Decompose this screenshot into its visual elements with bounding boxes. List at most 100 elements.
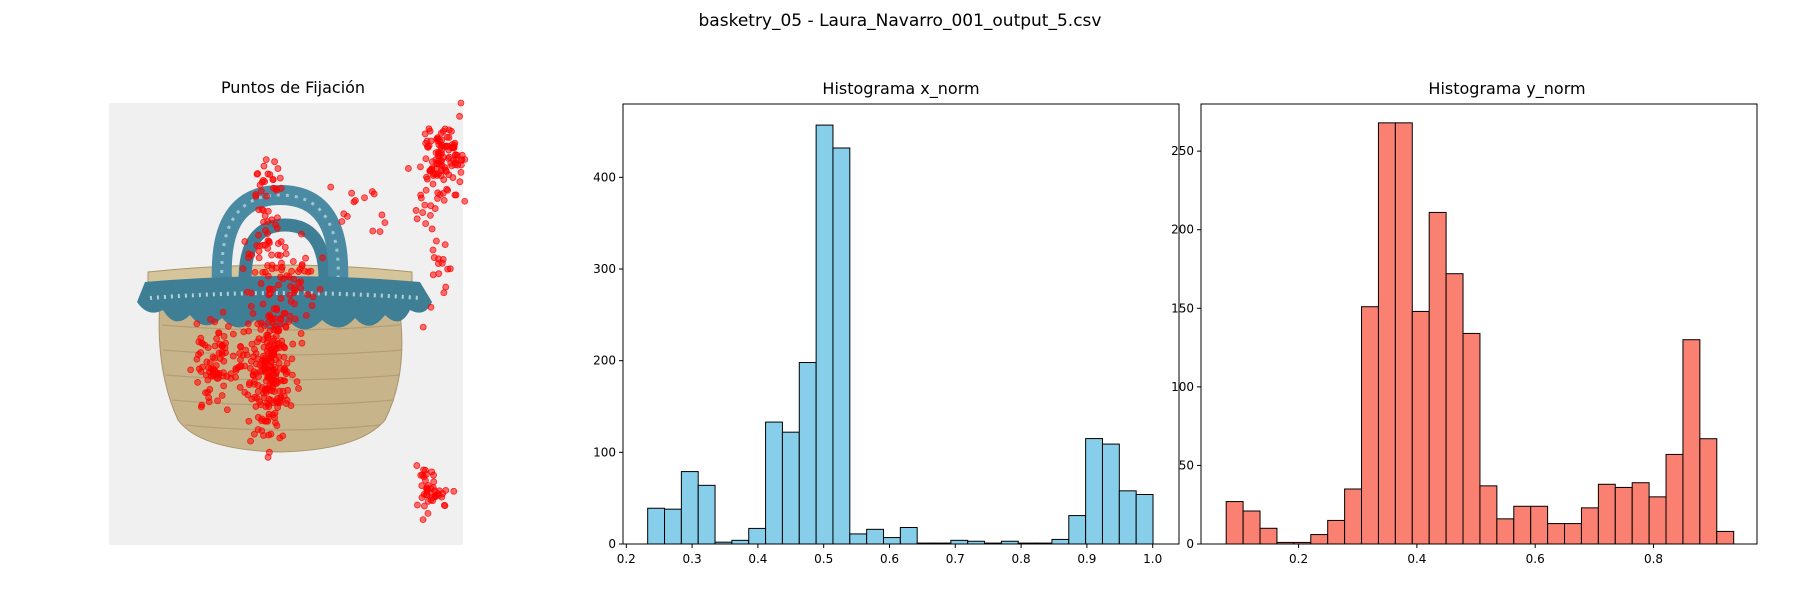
fixation-point: [215, 329, 223, 337]
fixation-point: [281, 243, 289, 251]
fixation-point: [241, 238, 249, 245]
fixation-point: [252, 403, 260, 410]
fixation-point: [319, 254, 326, 262]
fixation-point: [424, 509, 432, 517]
histogram-y-title: Histograma y_norm: [1428, 79, 1585, 99]
histogram-x-bar: [731, 539, 750, 545]
histogram-x-xtick-label: 0.5: [814, 552, 833, 566]
fixation-point: [435, 491, 443, 499]
fixation-point: [276, 174, 284, 182]
fixation-point: [327, 183, 335, 191]
fixation-point: [263, 331, 271, 339]
fixation-point: [264, 207, 272, 215]
histogram-x-bar: [1085, 438, 1103, 545]
fixation-point: [427, 303, 435, 311]
fixation-point: [280, 364, 288, 372]
fixation-point: [255, 247, 263, 255]
histogram-x-bar: [664, 508, 682, 545]
fixation-point: [271, 158, 278, 166]
fixation-point: [255, 231, 262, 239]
fixation-point: [452, 151, 459, 158]
fixation-point: [260, 162, 268, 170]
histogram-x-frame: [622, 103, 1180, 545]
histogram-x-ytick-label: 300: [593, 262, 616, 276]
histogram-y-ytick-label: 150: [1171, 301, 1194, 315]
fixation-point: [457, 161, 465, 169]
fixation-point: [450, 156, 457, 164]
fixation-point: [259, 176, 267, 184]
histogram-x-xtick-label: 1.0: [1143, 552, 1162, 566]
histogram-x-bar: [748, 527, 767, 545]
fixation-point: [287, 402, 295, 409]
fixation-point: [435, 260, 442, 267]
fixation-point: [229, 352, 237, 360]
fixation-point: [277, 273, 284, 281]
fixation-point: [456, 112, 464, 120]
histogram-y-bar: [1614, 486, 1633, 545]
fixation-point: [219, 308, 227, 316]
fixation-point: [421, 201, 429, 209]
fixation-point: [428, 468, 436, 476]
fixation-point: [338, 218, 346, 225]
histogram-y-bar: [1411, 310, 1430, 545]
fixation-point: [381, 219, 389, 227]
fixation-point: [434, 195, 441, 202]
fixation-point: [290, 275, 298, 283]
histogram-y-bar: [1310, 534, 1329, 545]
fixation-point: [266, 380, 274, 388]
fixation-point: [456, 178, 464, 186]
fixation-point: [223, 406, 231, 414]
fixation-point: [376, 228, 384, 236]
fixation-point: [245, 381, 253, 389]
fixation-point: [422, 186, 430, 194]
fixation-point: [308, 302, 316, 310]
histogram-y-ytick-label: 200: [1171, 223, 1194, 237]
histogram-y-bar: [1665, 453, 1684, 545]
fixation-point: [277, 316, 285, 323]
fixation-point: [264, 237, 272, 245]
histogram-y-bar: [1479, 485, 1498, 545]
histogram-y-bar: [1242, 510, 1261, 545]
fixation-point: [340, 210, 348, 218]
fixation-point: [378, 211, 386, 219]
fixation-point: [301, 267, 309, 275]
histogram-x-panel: Histograma x_norm 0.2 0.3 0.4 0.5 0.6 0.7 0.8 0…: [593, 79, 1180, 566]
fixation-point: [351, 197, 359, 204]
fixation-point: [265, 410, 273, 418]
histogram-x-bar: [1118, 490, 1137, 545]
fixation-points: [187, 99, 469, 524]
fixation-point: [195, 338, 203, 346]
histogram-y-bar: [1377, 122, 1396, 545]
histogram-x-bar: [832, 147, 851, 545]
fixation-point: [245, 254, 252, 262]
fixation-point: [264, 453, 272, 461]
fixation-point: [266, 386, 274, 394]
fixation-point: [450, 487, 458, 495]
fixation-point: [298, 339, 306, 347]
fixation-point: [316, 285, 324, 293]
fixation-point: [429, 271, 437, 279]
fixation-point: [443, 185, 451, 193]
fixation-point: [267, 366, 274, 374]
fixation-point: [448, 144, 456, 152]
histogram-y-bar: [1547, 523, 1566, 545]
fixation-point: [268, 265, 276, 273]
fixation-point: [434, 160, 441, 168]
fixation-point: [237, 342, 244, 350]
fixation-point: [425, 142, 433, 150]
fixation-point: [258, 206, 266, 213]
fixation-point: [457, 168, 465, 176]
fixation-point: [413, 501, 421, 509]
fixation-point: [195, 365, 203, 373]
fixation-point: [241, 388, 249, 396]
fixation-point: [289, 258, 297, 265]
histogram-y-xtick-label: 0.6: [1526, 552, 1545, 566]
fixation-point: [269, 176, 277, 184]
fixation-point: [419, 209, 427, 216]
fixation-point: [218, 342, 226, 350]
fixation-point: [413, 462, 421, 469]
fixation-point: [249, 310, 257, 317]
fixation-point: [276, 387, 284, 395]
fixation-point: [274, 165, 282, 172]
histogram-y-bar: [1631, 482, 1650, 545]
